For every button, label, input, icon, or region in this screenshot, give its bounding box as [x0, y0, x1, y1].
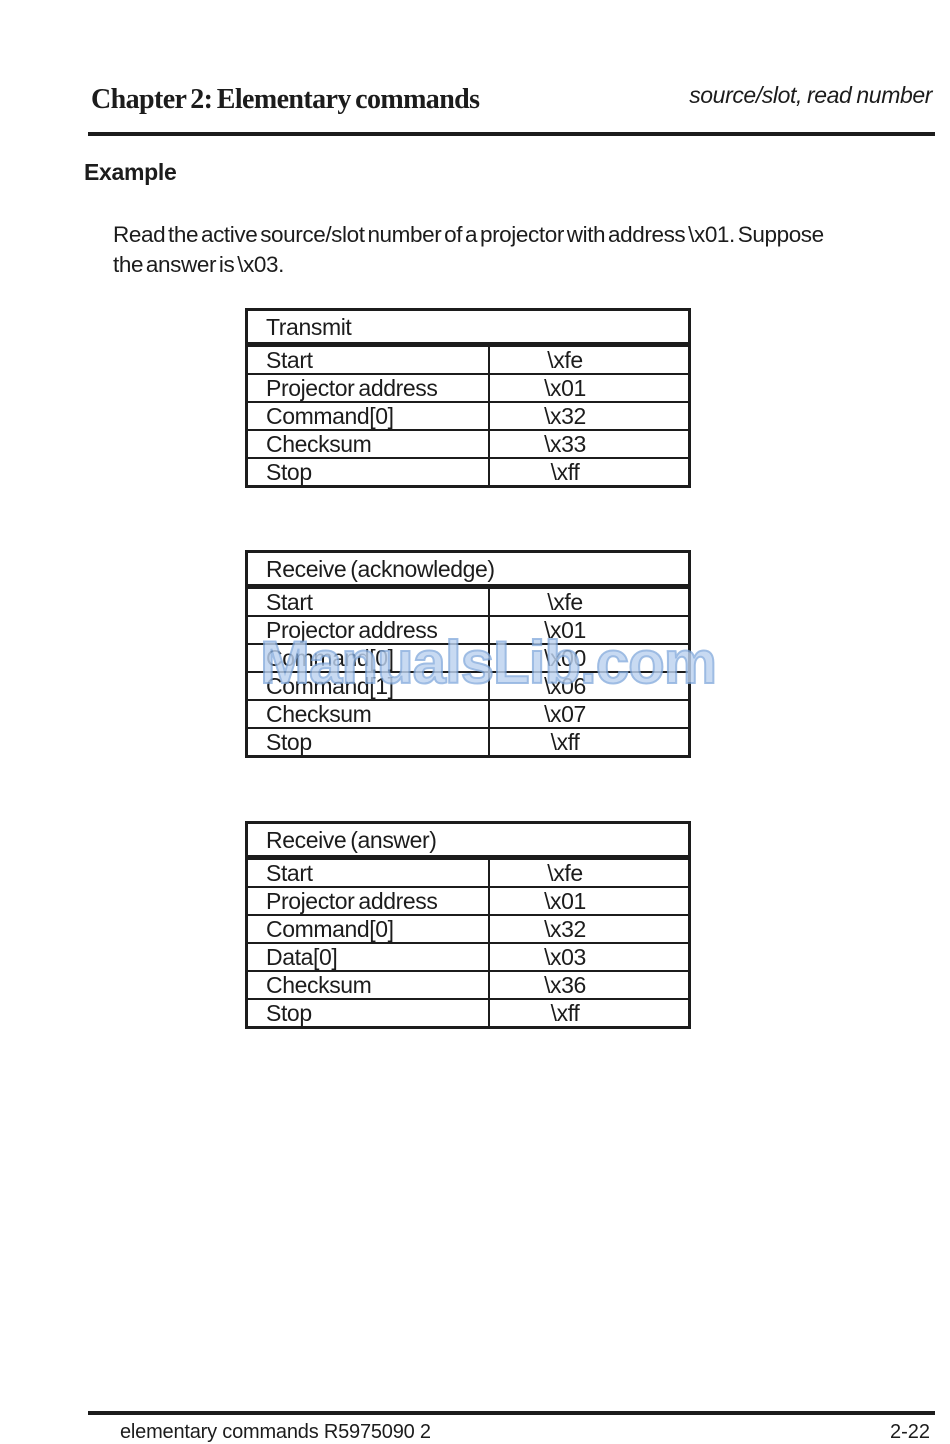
row-label: Command[0]	[248, 916, 490, 942]
row-value: \x01	[544, 617, 586, 643]
row-label: Stop	[248, 1000, 490, 1026]
row-label: Checksum	[248, 972, 490, 998]
paragraph-line-2: the answer is \x03.	[113, 252, 284, 277]
row-label: Start	[248, 860, 490, 886]
transmit-table: Transmit Start \xfe Projector address \x…	[245, 308, 691, 488]
row-value: \x01	[544, 888, 586, 914]
row-value: \xfe	[547, 860, 583, 886]
table-row: Projector address \x01	[248, 373, 688, 401]
table-row: Projector address \x01	[248, 886, 688, 914]
row-label: Projector address	[248, 617, 490, 643]
row-label: Start	[248, 347, 490, 373]
table-row: Command[0] \x32	[248, 401, 688, 429]
row-label: Projector address	[248, 375, 490, 401]
table-title: Receive (answer)	[248, 824, 688, 858]
table-row: Data[0] \x03	[248, 942, 688, 970]
footer-document-reference: elementary commands R5975090 2	[120, 1421, 431, 1443]
table-row: Stop \xff	[248, 457, 688, 485]
table-row: Start \xfe	[248, 858, 688, 886]
header-divider	[88, 132, 935, 136]
row-label: Data[0]	[248, 944, 490, 970]
row-value: \x36	[544, 972, 586, 998]
header-annotation: source/slot, read number	[689, 82, 932, 108]
row-label: Checksum	[248, 701, 490, 727]
row-value: \xfe	[547, 347, 583, 373]
table-row: Stop \xff	[248, 727, 688, 755]
row-value: \xff	[550, 1000, 580, 1026]
row-value: \xff	[550, 729, 580, 755]
table-row: Stop \xff	[248, 998, 688, 1026]
row-label: Command[0]	[248, 403, 490, 429]
row-value: \x07	[544, 701, 586, 727]
row-label: Projector address	[248, 888, 490, 914]
row-label: Command[1]	[248, 673, 490, 699]
table-title: Receive (acknowledge)	[248, 553, 688, 587]
row-value: \x32	[544, 403, 586, 429]
row-label: Checksum	[248, 431, 490, 457]
row-value: \x00	[544, 645, 586, 671]
row-label: Stop	[248, 729, 490, 755]
receive-answer-table: Receive (answer) Start \xfe Projector ad…	[245, 821, 691, 1029]
row-value: \x32	[544, 916, 586, 942]
row-value: \x01	[544, 375, 586, 401]
paragraph-line-1: Read the active source/slot number of a …	[113, 222, 824, 247]
row-value: \x03	[544, 944, 586, 970]
body-paragraph: Read the active source/slot number of a …	[113, 220, 943, 280]
table-row: Start \xfe	[248, 345, 688, 373]
row-label: Command[0]	[248, 645, 490, 671]
table-title: Transmit	[248, 311, 688, 345]
table-row: Command[0] \x32	[248, 914, 688, 942]
table-row: Command[0] \x00	[248, 643, 688, 671]
row-label: Start	[248, 589, 490, 615]
table-row: Checksum \x36	[248, 970, 688, 998]
table-row: Checksum \x33	[248, 429, 688, 457]
receive-ack-table: Receive (acknowledge) Start \xfe Project…	[245, 550, 691, 758]
row-value: \x06	[544, 673, 586, 699]
chapter-title: Chapter 2: Elementary commands	[91, 84, 480, 115]
footer-page-number: 2-22	[889, 1421, 930, 1443]
row-value: \xfe	[547, 589, 583, 615]
row-label: Stop	[248, 459, 490, 485]
table-row: Start \xfe	[248, 587, 688, 615]
table-row: Command[1] \x06	[248, 671, 688, 699]
section-heading: Example	[84, 159, 177, 185]
footer-divider	[88, 1411, 935, 1415]
table-row: Checksum \x07	[248, 699, 688, 727]
table-row: Projector address \x01	[248, 615, 688, 643]
row-value: \xff	[550, 459, 580, 485]
row-value: \x33	[544, 431, 586, 457]
